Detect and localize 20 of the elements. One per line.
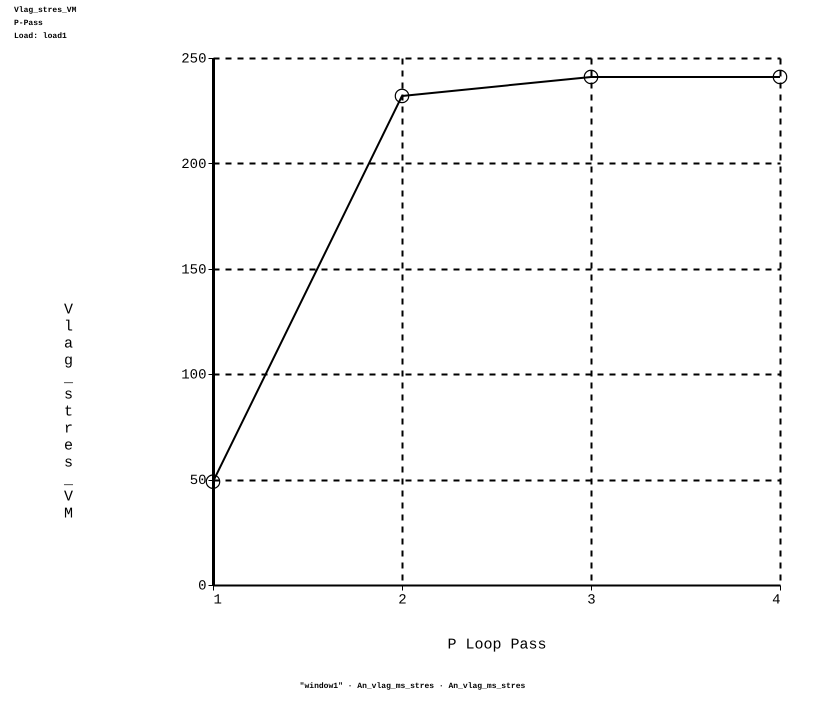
x-tick-label: 3 [587,592,596,608]
point [584,70,598,84]
text: Vlag_stres_VM [64,302,74,522]
y-tick-label: 200 [181,156,206,173]
point [772,70,788,84]
y-tick-label: 100 [181,368,206,384]
text: Load: load1 [14,32,67,41]
x-tick-label: 4 [772,592,780,608]
x-axis-title: P Loop Pass [447,636,547,654]
text: "window1" · An_vlag_ms_stres · An_vlag_ms_stres [298,682,526,691]
y-tick-label: 150 [181,262,206,278]
point [206,474,220,490]
x-tick-label: 1 [214,592,222,608]
y-tick-label: 50 [190,473,206,490]
y-tick-label: 0 [198,578,206,594]
text: Vlag_stres_VM [14,6,76,15]
y-tick-label: 250 [181,52,206,68]
point [394,88,410,104]
x-tick-label: 2 [398,592,407,608]
text: P-Pass [14,19,43,28]
